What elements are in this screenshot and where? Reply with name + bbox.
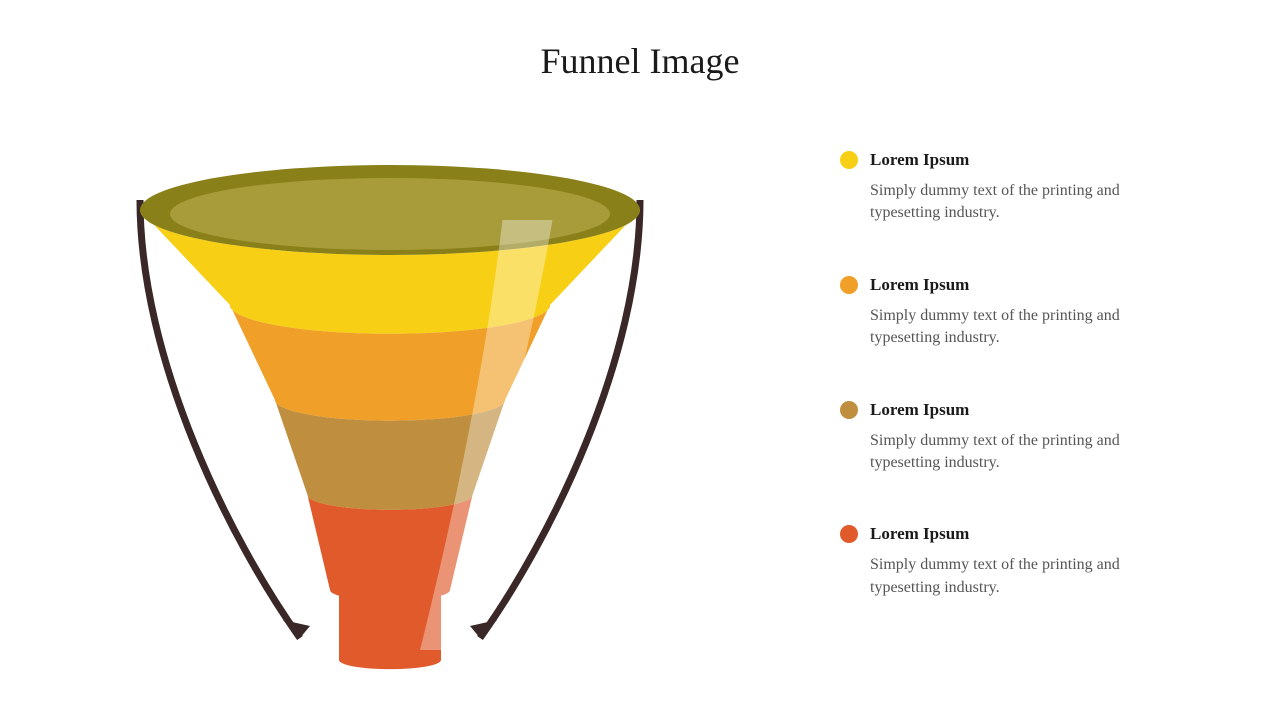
legend-item-title: Lorem Ipsum: [870, 524, 969, 544]
legend-item-desc: Simply dummy text of the printing and ty…: [870, 554, 1180, 599]
legend-item: Lorem Ipsum Simply dummy text of the pri…: [840, 524, 1180, 599]
legend-item-desc: Simply dummy text of the printing and ty…: [870, 430, 1180, 475]
bullet-icon: [840, 151, 858, 169]
legend-item-title: Lorem Ipsum: [870, 150, 969, 170]
legend-item-title: Lorem Ipsum: [870, 400, 969, 420]
bullet-icon: [840, 525, 858, 543]
legend-item: Lorem Ipsum Simply dummy text of the pri…: [840, 275, 1180, 350]
legend-item-desc: Simply dummy text of the printing and ty…: [870, 305, 1180, 350]
legend-item-title: Lorem Ipsum: [870, 275, 969, 295]
legend-item-desc: Simply dummy text of the printing and ty…: [870, 180, 1180, 225]
legend-item: Lorem Ipsum Simply dummy text of the pri…: [840, 150, 1180, 225]
bullet-icon: [840, 276, 858, 294]
legend: Lorem Ipsum Simply dummy text of the pri…: [840, 150, 1180, 649]
bullet-icon: [840, 401, 858, 419]
legend-item: Lorem Ipsum Simply dummy text of the pri…: [840, 400, 1180, 475]
funnel-diagram: [110, 160, 670, 680]
page-title: Funnel Image: [0, 40, 1280, 82]
